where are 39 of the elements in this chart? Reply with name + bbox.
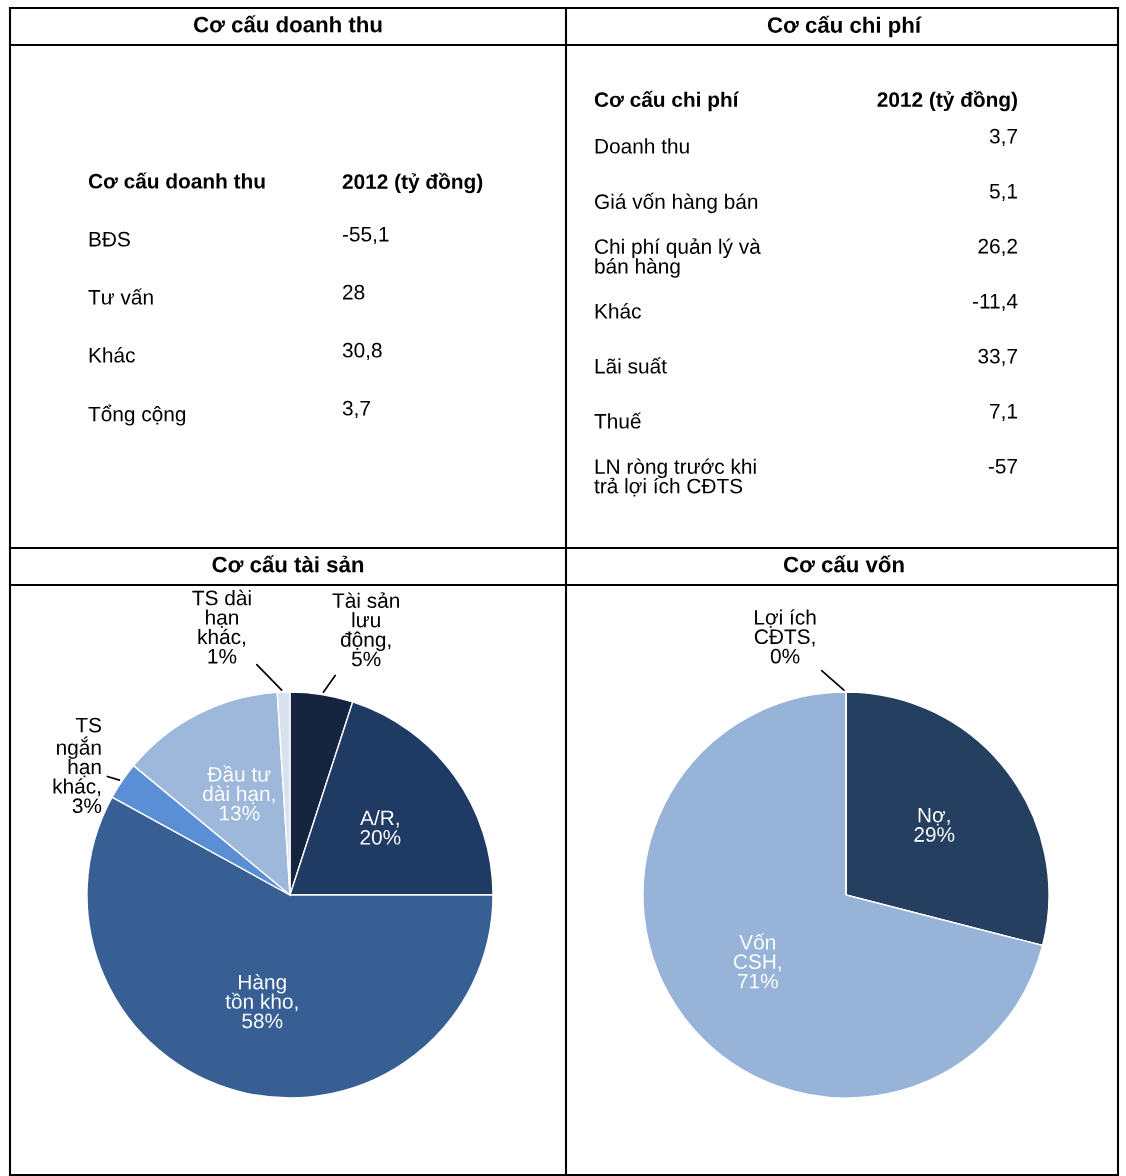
data-label: 7,1 <box>990 404 1017 422</box>
slice-label: Tài sản lưu động, 5% <box>332 592 399 667</box>
category-label: Tổng cộng <box>88 404 186 426</box>
category-label: Khác <box>89 347 135 363</box>
category-label: Doanh thu <box>595 138 689 154</box>
category-label: Lợi ích CĐTS, 0% <box>754 609 816 664</box>
category-label: Giá vốn hàng bán <box>595 192 758 214</box>
category-label: LN ròng trước khi trả lợi ích CĐTS <box>594 458 756 497</box>
text: 2012 (tỷ đồng) <box>342 172 483 194</box>
category-label: Chi phí quản lý và bán hàng <box>595 238 761 278</box>
data-label: 26,2 <box>978 238 1017 257</box>
chart-title: Cơ cấu tài sản <box>212 555 364 573</box>
category-label: BĐS <box>89 231 130 247</box>
category-label: Lãi suất <box>595 357 667 374</box>
text: Cơ cấu chi phí <box>594 90 740 112</box>
chart-title: Cơ cấu vốn <box>783 555 904 573</box>
text: Cơ cấu chi phí <box>767 15 922 38</box>
data-label: 5,1 <box>989 184 1017 202</box>
data-label: 3,7 <box>989 128 1017 147</box>
data-label: 33,7 <box>978 348 1017 367</box>
data-label: -11,4 <box>972 294 1018 312</box>
category-label: Tư vấn <box>88 288 153 305</box>
slice-label: Vốn CSH, 71% <box>733 933 781 989</box>
data-label: -55,1 <box>342 227 389 245</box>
text: 2012 (tỷ đồng) <box>877 90 1017 112</box>
data-label: 3,7 <box>342 400 370 419</box>
slice-label: Hàng tồn kho, 58% <box>225 973 298 1029</box>
slice-label: Nợ, 29% <box>914 807 955 842</box>
data-label: 28 <box>343 284 365 300</box>
category-label: Khác <box>595 303 641 319</box>
slice-label: Đầu tư dài hạn, 13% <box>203 765 275 821</box>
data-label: 30,8 <box>342 342 382 361</box>
text: Cơ cấu doanh thu <box>193 15 382 33</box>
text: Cơ cấu doanh thu <box>88 172 265 189</box>
slice-label: TS dài hạn khác, 1% <box>192 589 251 664</box>
slice-label: TS ngắn hạn khác, 3% <box>53 717 102 814</box>
slice-label: A/R, 20% <box>360 809 401 845</box>
category-label: Thuế <box>594 412 642 429</box>
data-label: -57 <box>988 459 1017 474</box>
